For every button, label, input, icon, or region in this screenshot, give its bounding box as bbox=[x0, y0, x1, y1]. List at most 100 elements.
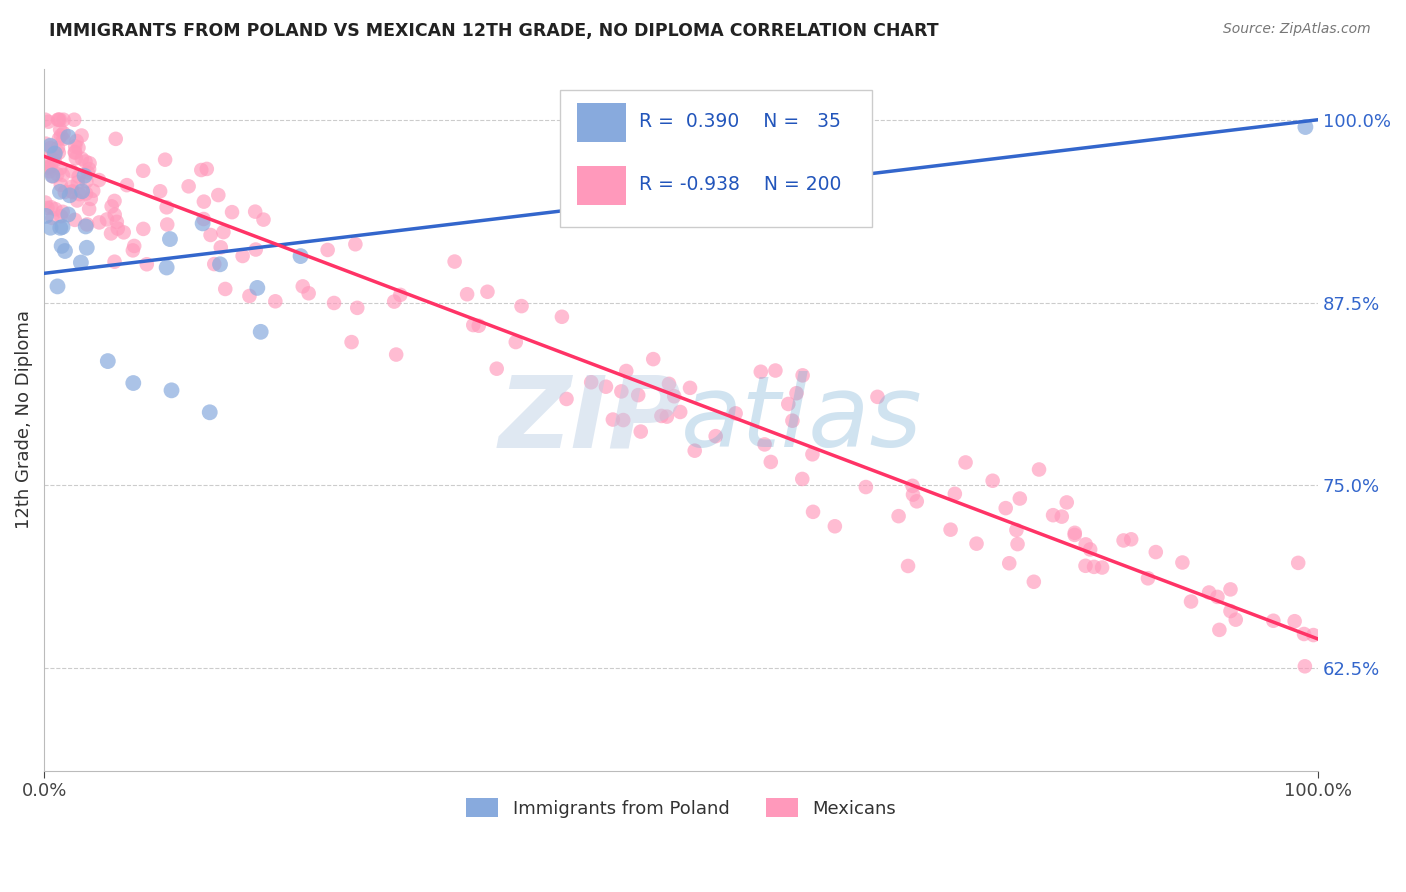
Point bbox=[156, 218, 179, 232]
Point bbox=[264, 294, 287, 309]
Point bbox=[53, 244, 76, 258]
Point bbox=[59, 188, 82, 202]
Point bbox=[37, 160, 59, 174]
Point bbox=[298, 286, 321, 301]
Point bbox=[75, 174, 97, 188]
Point bbox=[48, 112, 70, 127]
Point bbox=[290, 249, 312, 263]
Point bbox=[44, 153, 66, 168]
Point bbox=[177, 179, 200, 194]
Point bbox=[477, 285, 499, 299]
Point bbox=[75, 186, 97, 201]
Point bbox=[966, 536, 988, 550]
Point bbox=[510, 299, 533, 313]
Point bbox=[1206, 590, 1229, 604]
Point bbox=[60, 179, 83, 194]
Point bbox=[1171, 556, 1194, 570]
Point bbox=[801, 447, 824, 461]
Point bbox=[135, 257, 157, 271]
Point bbox=[39, 200, 62, 214]
Point bbox=[683, 443, 706, 458]
Point bbox=[60, 185, 83, 199]
Point bbox=[887, 509, 910, 524]
Point bbox=[70, 255, 93, 269]
FancyBboxPatch shape bbox=[576, 103, 626, 142]
Point bbox=[75, 154, 97, 169]
Point bbox=[105, 215, 128, 229]
Point bbox=[943, 487, 966, 501]
Point bbox=[901, 488, 924, 502]
Point bbox=[77, 162, 100, 177]
Point bbox=[1091, 560, 1114, 574]
Point bbox=[1056, 495, 1078, 509]
Point bbox=[198, 405, 221, 419]
Point bbox=[52, 168, 75, 182]
Point bbox=[49, 161, 72, 176]
Point bbox=[63, 145, 86, 160]
Point bbox=[243, 204, 266, 219]
Point bbox=[579, 376, 602, 390]
Point bbox=[291, 279, 314, 293]
Point bbox=[63, 145, 86, 159]
Text: ZIP: ZIP bbox=[498, 371, 681, 468]
Point bbox=[824, 519, 846, 533]
Point bbox=[65, 151, 87, 165]
Point bbox=[505, 334, 527, 349]
Point bbox=[1208, 623, 1230, 637]
Point bbox=[207, 188, 229, 202]
Point bbox=[214, 282, 236, 296]
Point bbox=[79, 156, 101, 170]
Point bbox=[67, 187, 90, 202]
Point bbox=[1294, 120, 1316, 134]
Point bbox=[58, 129, 80, 144]
Point bbox=[46, 167, 69, 181]
Point bbox=[1022, 574, 1045, 589]
Point bbox=[1028, 462, 1050, 476]
Point bbox=[1050, 509, 1073, 524]
Point bbox=[1074, 537, 1097, 551]
Point bbox=[160, 384, 183, 398]
Point bbox=[749, 365, 772, 379]
Point bbox=[65, 134, 87, 148]
Point bbox=[39, 159, 62, 173]
Text: atlas: atlas bbox=[681, 371, 922, 468]
Point bbox=[792, 368, 814, 383]
Point bbox=[385, 347, 408, 361]
Point bbox=[156, 260, 179, 275]
Point bbox=[994, 501, 1017, 516]
Point bbox=[1219, 604, 1241, 618]
Point bbox=[104, 132, 127, 146]
Point bbox=[49, 178, 72, 192]
Point bbox=[551, 310, 574, 324]
Point bbox=[614, 364, 637, 378]
Point bbox=[650, 409, 672, 423]
Point bbox=[855, 480, 877, 494]
Point bbox=[316, 243, 339, 257]
Point bbox=[792, 472, 814, 486]
Point bbox=[724, 406, 747, 420]
Point bbox=[704, 429, 727, 443]
Point bbox=[67, 169, 90, 184]
Point bbox=[1078, 542, 1101, 557]
Point bbox=[612, 413, 634, 427]
Point bbox=[595, 380, 617, 394]
Point bbox=[782, 414, 804, 428]
Point bbox=[1005, 523, 1028, 537]
Point bbox=[53, 185, 76, 199]
Point bbox=[1063, 528, 1085, 542]
Point bbox=[1294, 659, 1316, 673]
Point bbox=[1263, 614, 1285, 628]
Point bbox=[41, 211, 63, 225]
Point bbox=[132, 222, 155, 236]
Point bbox=[39, 151, 62, 165]
Point bbox=[759, 455, 782, 469]
Point bbox=[801, 505, 824, 519]
Point bbox=[115, 178, 138, 193]
Point bbox=[34, 195, 56, 210]
Point bbox=[159, 232, 181, 246]
Point bbox=[80, 192, 103, 206]
Point bbox=[38, 161, 60, 176]
Point bbox=[905, 494, 928, 508]
Point bbox=[193, 194, 215, 209]
Point bbox=[44, 149, 66, 163]
